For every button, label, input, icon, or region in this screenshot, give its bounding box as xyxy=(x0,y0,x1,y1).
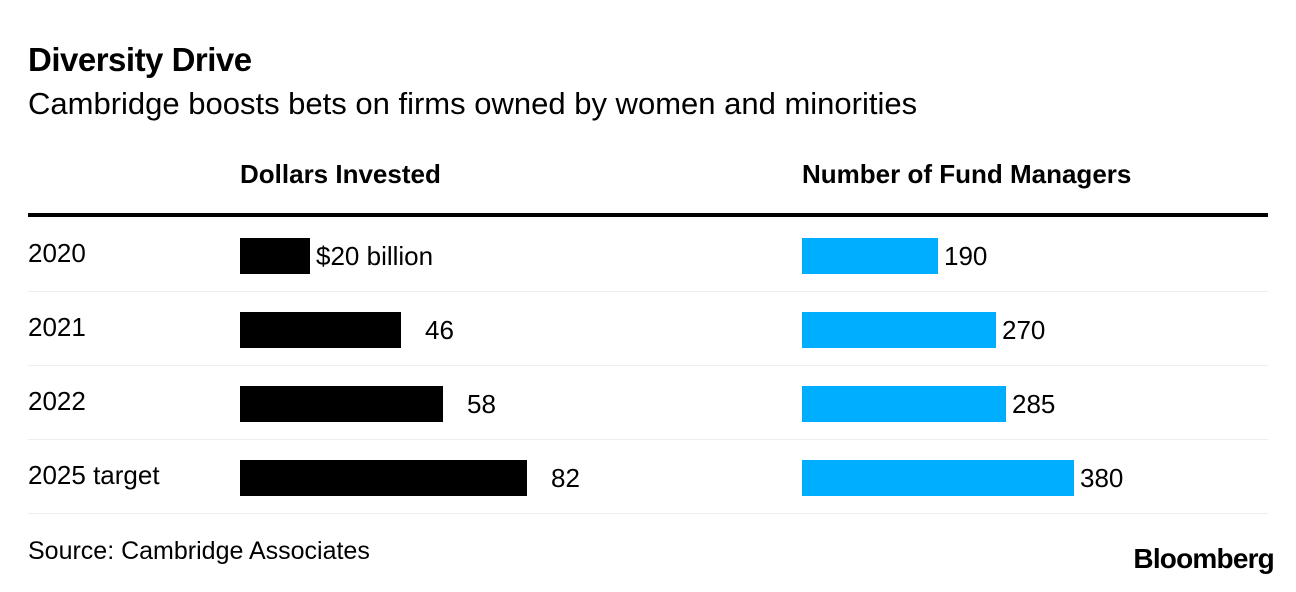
data-label-managers-2021: 270 xyxy=(1002,315,1046,345)
bar-managers-2022 xyxy=(802,386,1006,422)
header-rule xyxy=(28,213,1268,217)
row-separator xyxy=(28,291,1268,292)
data-label-managers-2025-target: 380 xyxy=(1080,463,1124,493)
bloomberg-logo: Bloomberg xyxy=(1133,543,1274,574)
data-label-dollars-2020: $20 billion xyxy=(316,241,434,271)
data-label-dollars-2022: 58 xyxy=(467,389,496,419)
bar-managers-2021 xyxy=(802,312,996,348)
row-label-2022: 2022 xyxy=(28,386,86,416)
row-label-2021: 2021 xyxy=(28,312,86,342)
bar-dollars-2020 xyxy=(240,238,310,274)
data-label-dollars-2021: 46 xyxy=(425,315,454,345)
data-label-dollars-2025-target: 82 xyxy=(551,463,580,493)
chart-subtitle: Cambridge boosts bets on firms owned by … xyxy=(28,86,918,121)
column-header-managers: Number of Fund Managers xyxy=(802,159,1132,189)
row-separator xyxy=(28,365,1268,366)
bar-managers-2025-target xyxy=(802,460,1074,496)
chart-title: Diversity Drive xyxy=(28,41,252,78)
row-separator xyxy=(28,439,1268,440)
row-label-2025-target: 2025 target xyxy=(28,460,160,490)
column-header-dollars: Dollars Invested xyxy=(240,159,441,189)
bar-dollars-2022 xyxy=(240,386,443,422)
bar-dollars-2025-target xyxy=(240,460,527,496)
bar-managers-2020 xyxy=(802,238,938,274)
data-label-managers-2020: 190 xyxy=(944,241,988,271)
data-label-managers-2022: 285 xyxy=(1012,389,1056,419)
bar-dollars-2021 xyxy=(240,312,401,348)
row-label-2020: 2020 xyxy=(28,238,86,268)
row-separator xyxy=(28,513,1268,514)
source-note: Source: Cambridge Associates xyxy=(28,537,370,565)
